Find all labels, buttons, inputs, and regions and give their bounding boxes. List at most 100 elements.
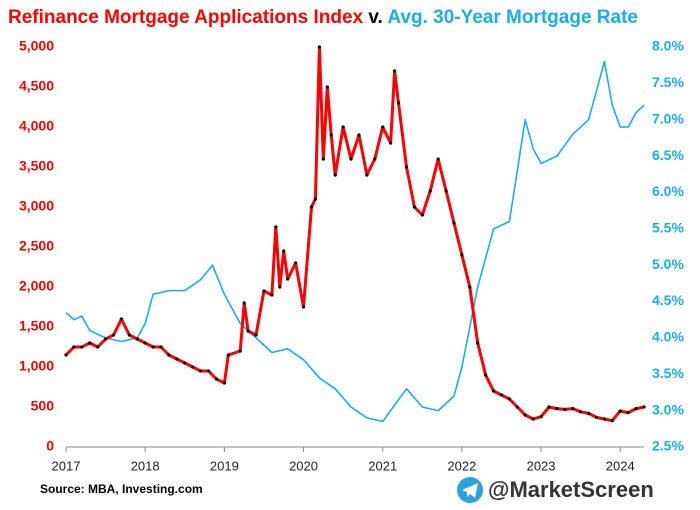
point <box>88 341 92 345</box>
x-tick-label: 2022 <box>447 458 476 473</box>
point <box>594 415 599 419</box>
y-tick-label: 1,000 <box>19 358 54 374</box>
point <box>96 345 100 349</box>
y2-tick-label: 2.5% <box>652 438 684 454</box>
title-right: Avg. 30-Year Mortgage Rate <box>387 7 638 28</box>
point <box>294 261 298 265</box>
title-left: Refinance Mortgage Applications Index <box>8 7 364 28</box>
point <box>191 365 195 369</box>
point <box>547 405 551 409</box>
point <box>515 405 519 409</box>
point <box>341 125 345 129</box>
point <box>321 157 325 161</box>
y2-tick-label: 7.0% <box>652 110 684 126</box>
point <box>468 285 472 289</box>
point <box>420 213 424 217</box>
point <box>444 189 448 193</box>
x-tick-label: 2024 <box>606 458 635 473</box>
point <box>183 361 187 365</box>
point <box>404 165 409 169</box>
point <box>491 389 496 393</box>
x-tick-label: 2019 <box>210 458 239 473</box>
point <box>127 333 131 337</box>
point <box>476 341 480 345</box>
y2-tick-label: 8.0% <box>652 38 684 54</box>
point <box>555 407 559 411</box>
point <box>175 357 179 361</box>
source: Source: MBA, Investing.com <box>40 482 203 496</box>
y2-tick-label: 6.5% <box>652 147 684 163</box>
point <box>412 205 416 209</box>
point <box>349 157 353 161</box>
point <box>199 369 203 373</box>
point <box>381 125 385 129</box>
y2-tick-label: 3.0% <box>652 401 684 417</box>
point <box>452 221 456 225</box>
point <box>151 345 155 349</box>
y2-tick-label: 3.5% <box>652 365 684 381</box>
y-tick-label: 2,500 <box>19 238 54 254</box>
point <box>64 353 68 357</box>
point <box>317 45 321 49</box>
x-tick-label: 2023 <box>527 458 556 473</box>
x-tick-label: 2020 <box>289 458 318 473</box>
point <box>242 301 246 305</box>
point <box>392 69 397 73</box>
point <box>586 411 591 415</box>
chart-title: Refinance Mortgage Applications Index v.… <box>8 7 638 28</box>
point <box>309 205 314 209</box>
point <box>159 345 163 349</box>
point <box>103 337 108 341</box>
point <box>626 411 630 415</box>
point <box>373 157 377 161</box>
y2-tick-label: 5.5% <box>652 220 684 236</box>
series-line <box>65 60 645 423</box>
point <box>531 417 535 421</box>
x-tick-label: 2018 <box>131 458 160 473</box>
point <box>206 369 211 373</box>
point <box>270 293 274 297</box>
point <box>325 85 329 89</box>
y-tick-label: 4,000 <box>19 118 54 134</box>
y2-tick-label: 6.0% <box>652 183 684 199</box>
point <box>389 141 393 145</box>
y-tick-label: 5,000 <box>19 38 54 54</box>
point <box>80 345 84 349</box>
point <box>357 133 361 137</box>
point <box>499 393 504 397</box>
point <box>460 253 464 257</box>
y-tick-label: 0 <box>46 438 54 454</box>
point <box>262 289 266 293</box>
point <box>642 405 646 409</box>
x-tick-label: 2021 <box>368 458 397 473</box>
point <box>111 333 116 337</box>
point <box>214 377 219 381</box>
point <box>135 337 139 341</box>
point <box>333 173 337 177</box>
point <box>167 353 171 357</box>
point <box>282 249 286 253</box>
series-line <box>64 45 645 423</box>
point <box>610 419 614 423</box>
point <box>143 341 147 345</box>
point <box>579 410 583 414</box>
y-tick-label: 1,500 <box>19 318 54 334</box>
point <box>286 277 290 281</box>
y2-tick-label: 4.0% <box>652 329 684 345</box>
y-tick-label: 3,000 <box>19 198 54 214</box>
point <box>72 345 76 349</box>
point <box>563 407 567 411</box>
point <box>571 407 575 411</box>
point <box>484 373 488 377</box>
title-connector: v. <box>368 7 382 28</box>
point <box>618 409 622 413</box>
x-tick-label: 2017 <box>52 458 81 473</box>
y-tick-label: 4,500 <box>19 78 54 94</box>
point <box>396 101 401 105</box>
watermark-icon <box>457 477 483 503</box>
point <box>226 353 230 357</box>
point <box>436 157 440 161</box>
point <box>246 329 250 333</box>
y-tick-label: 2,000 <box>19 278 54 294</box>
